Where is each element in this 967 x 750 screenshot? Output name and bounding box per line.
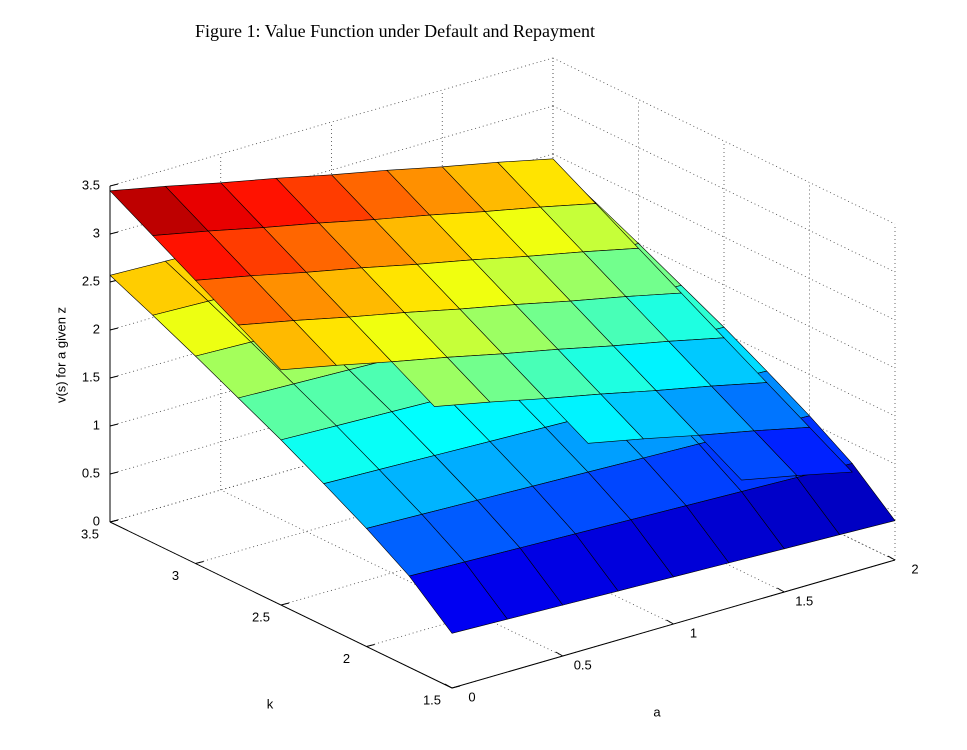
x-tick-label: 2 <box>911 561 918 576</box>
x-tick <box>444 683 453 689</box>
z-tick-label: 0 <box>93 513 100 528</box>
z-tick <box>109 375 119 379</box>
z-tick-label: 1.5 <box>82 369 100 384</box>
y-tick-label: 3.5 <box>81 526 99 541</box>
grid-line <box>552 201 896 369</box>
z-tick-label: 2.5 <box>82 273 100 288</box>
surface-patch <box>408 561 508 634</box>
y-tick <box>280 602 290 606</box>
z-tick <box>109 327 119 331</box>
z-tick <box>109 231 119 235</box>
chart-title: Figure 1: Value Function under Default a… <box>195 21 595 41</box>
z-tick-label: 0.5 <box>82 465 100 480</box>
surface-patch <box>544 393 645 444</box>
y-tick <box>195 561 204 564</box>
y-tick-label: 2.5 <box>252 609 270 624</box>
z-tick <box>109 471 119 475</box>
grid-line <box>552 297 896 465</box>
x-axis-label: a <box>653 704 661 719</box>
grid-line <box>552 153 896 321</box>
grid-line <box>552 249 896 417</box>
y-axis-label: k <box>267 696 274 711</box>
x-tick-label: 1.5 <box>795 593 813 608</box>
y-tick <box>451 685 461 689</box>
grid-line <box>552 57 896 225</box>
surface-patch <box>391 357 491 407</box>
z-tick <box>109 423 119 427</box>
z-tick <box>109 183 119 187</box>
x-tick <box>666 619 674 625</box>
z-tick-label: 3 <box>93 225 100 240</box>
z-tick-label: 1 <box>93 417 100 432</box>
x-tick <box>555 651 563 657</box>
x-tick-label: 1 <box>690 625 697 640</box>
x-tick-label: 0.5 <box>574 657 592 672</box>
z-axis-label: v(s) for a given z <box>53 307 68 403</box>
z-tick-label: 3.5 <box>82 177 100 192</box>
x-tick <box>777 587 785 593</box>
y-tick-label: 1.5 <box>423 692 441 707</box>
y-tick <box>109 519 119 523</box>
grid-line <box>552 105 896 273</box>
surface-patch <box>698 430 798 481</box>
grid-line <box>220 489 563 657</box>
x-tick-label: 0 <box>468 689 475 704</box>
y-tick <box>366 644 375 647</box>
surface-patch <box>237 320 338 371</box>
z-tick-label: 2 <box>93 321 100 336</box>
y-tick-label: 2 <box>343 651 350 666</box>
y-tick-label: 3 <box>172 568 179 583</box>
x-tick <box>887 555 896 561</box>
grid-line <box>109 57 554 187</box>
